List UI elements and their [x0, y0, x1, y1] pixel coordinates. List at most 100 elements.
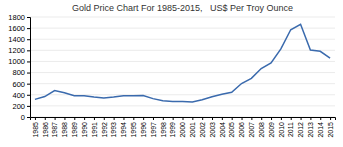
- x-tick-mark: [310, 117, 311, 120]
- x-tick-label: 1997: [150, 122, 157, 138]
- y-tick-label: 0: [21, 113, 25, 122]
- y-tick-label: 1000: [8, 57, 25, 66]
- x-tick-mark: [74, 117, 75, 120]
- x-tick-label: 2013: [307, 122, 314, 138]
- y-tick-label: 1800: [8, 13, 25, 22]
- y-tick-label: 200: [12, 102, 25, 111]
- x-tick-mark: [84, 117, 85, 120]
- x-tick-label: 2010: [278, 122, 285, 138]
- x-tick-label: 2006: [238, 122, 245, 138]
- x-tick-label: 2002: [199, 122, 206, 138]
- y-tick-mark: [27, 50, 30, 51]
- grid-line: [30, 72, 335, 73]
- y-tick: 1200: [8, 46, 30, 55]
- x-tick-label: 1992: [101, 122, 108, 138]
- x-tick-mark: [123, 117, 124, 120]
- y-tick: 800: [12, 68, 30, 77]
- y-tick: 1400: [8, 35, 30, 44]
- x-tick-mark: [183, 117, 184, 120]
- x-tick: 2002: [199, 117, 206, 138]
- x-tick: 2014: [317, 117, 324, 138]
- y-tick-label: 1200: [8, 46, 25, 55]
- x-tick-mark: [45, 117, 46, 120]
- x-tick: 2009: [268, 117, 275, 138]
- grid-line: [30, 61, 335, 62]
- grid-line: [30, 39, 335, 40]
- grid-line: [30, 17, 335, 18]
- y-tick: 200: [12, 102, 30, 111]
- y-tick-label: 400: [12, 91, 25, 100]
- x-tick-mark: [163, 117, 164, 120]
- x-tick: 1987: [51, 117, 58, 138]
- x-tick-mark: [55, 117, 56, 120]
- x-tick: 1988: [61, 117, 68, 138]
- x-tick-mark: [271, 117, 272, 120]
- x-tick-mark: [94, 117, 95, 120]
- price-line: [35, 24, 330, 102]
- x-axis: 1985198619871988198919901991199219931994…: [31, 117, 336, 138]
- x-tick-label: 1990: [81, 122, 88, 138]
- y-tick-mark: [27, 28, 30, 29]
- x-tick-mark: [173, 117, 174, 120]
- chart: Gold Price Chart For 1985-2015, US$ Per …: [0, 0, 343, 147]
- x-tick: 1994: [120, 117, 127, 138]
- x-tick: 1986: [41, 117, 48, 138]
- x-tick: 2010: [278, 117, 285, 138]
- x-tick-label: 2014: [317, 122, 324, 138]
- x-tick-mark: [153, 117, 154, 120]
- y-tick-mark: [27, 95, 30, 96]
- x-tick-mark: [114, 117, 115, 120]
- grid: [30, 17, 335, 117]
- x-tick-mark: [202, 117, 203, 120]
- x-tick-mark: [330, 117, 331, 120]
- x-tick: 2008: [258, 117, 265, 138]
- x-tick-label: 1995: [130, 122, 137, 138]
- x-tick-mark: [251, 117, 252, 120]
- x-tick-label: 2005: [228, 122, 235, 138]
- x-tick-label: 2008: [258, 122, 265, 138]
- grid-line: [30, 28, 335, 29]
- y-tick-label: 800: [12, 68, 25, 77]
- x-tick-label: 2003: [209, 122, 216, 138]
- y-tick-label: 1400: [8, 35, 25, 44]
- x-tick-label: 2012: [297, 122, 304, 138]
- x-tick-mark: [133, 117, 134, 120]
- y-axis-line: [27, 18, 31, 118]
- x-tick-mark: [212, 117, 213, 120]
- x-tick: 1992: [101, 117, 108, 138]
- x-tick-mark: [281, 117, 282, 120]
- x-tick: 2001: [189, 117, 196, 138]
- x-tick-label: 1985: [32, 122, 39, 138]
- x-tick-label: 1993: [110, 122, 117, 138]
- y-tick: 0: [21, 113, 30, 122]
- x-tick-label: 2001: [189, 122, 196, 138]
- y-tick-mark: [27, 73, 30, 74]
- x-tick-mark: [301, 117, 302, 120]
- x-tick-label: 1994: [120, 122, 127, 138]
- y-tick-mark: [27, 61, 30, 62]
- x-tick-mark: [320, 117, 321, 120]
- x-tick: 2013: [307, 117, 314, 138]
- y-tick: 1800: [8, 13, 30, 22]
- y-tick-mark: [27, 84, 30, 85]
- y-tick-mark: [27, 39, 30, 40]
- x-tick-mark: [232, 117, 233, 120]
- x-tick-label: 2000: [179, 122, 186, 138]
- x-tick-label: 1988: [61, 122, 68, 138]
- y-tick-label: 1600: [8, 24, 25, 33]
- x-tick-label: 1998: [160, 122, 167, 138]
- x-tick-mark: [242, 117, 243, 120]
- x-tick-mark: [192, 117, 193, 120]
- x-tick: 2012: [297, 117, 304, 138]
- title: Gold Price Chart For 1985-2015, US$ Per …: [72, 3, 293, 13]
- y-axis: 020040060080010001200140016001800: [8, 13, 30, 122]
- x-tick-label: 1987: [51, 122, 58, 138]
- x-axis-line: [31, 118, 336, 121]
- x-tick-label: 2007: [248, 122, 255, 138]
- x-tick-label: 2009: [268, 122, 275, 138]
- y-tick-mark: [27, 106, 30, 107]
- x-tick-mark: [64, 117, 65, 120]
- plot-area: [35, 24, 330, 102]
- grid-line: [30, 50, 335, 51]
- x-tick-mark: [35, 117, 36, 120]
